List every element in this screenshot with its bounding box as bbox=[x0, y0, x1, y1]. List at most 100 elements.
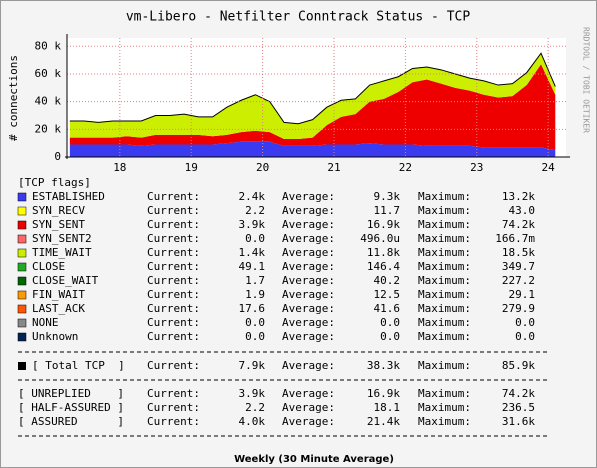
stat-value: 11.7 bbox=[374, 204, 401, 217]
stat-value: 21.4k bbox=[367, 415, 400, 428]
legend-name: [ ASSURED ] bbox=[18, 415, 124, 428]
stat-value: 18.1 bbox=[374, 401, 401, 414]
stat-value: 236.5 bbox=[502, 401, 535, 414]
stat-label: Maximum: bbox=[418, 190, 471, 203]
stat-value: 2.2 bbox=[245, 401, 265, 414]
stat-value: 0.0 bbox=[245, 330, 265, 343]
legend-name: SYN_RECV bbox=[32, 204, 85, 217]
stat-label: Current: bbox=[147, 359, 200, 372]
stat-label: Average: bbox=[282, 232, 335, 245]
stat-label: Average: bbox=[282, 302, 335, 315]
stat-label: Current: bbox=[147, 246, 200, 259]
stat-value: 11.8k bbox=[367, 246, 400, 259]
stat-label: Average: bbox=[282, 204, 335, 217]
stat-label: Current: bbox=[147, 401, 200, 414]
stat-value: 13.2k bbox=[502, 190, 535, 203]
legend-name: SYN_SENT bbox=[32, 218, 85, 231]
stat-label: Current: bbox=[147, 330, 200, 343]
y-tick-label: 0 bbox=[54, 150, 61, 163]
stat-value: 17.6 bbox=[239, 302, 266, 315]
x-tick-label: 18 bbox=[113, 161, 126, 174]
area bbox=[69, 141, 556, 157]
x-tick-label: 21 bbox=[327, 161, 340, 174]
stat-value: 12.5 bbox=[374, 288, 401, 301]
y-tick-label: 20 k bbox=[35, 122, 62, 135]
stat-label: Average: bbox=[282, 359, 335, 372]
stat-value: 1.7 bbox=[245, 274, 265, 287]
watermark: RRDTOOL / TOBI OETIKER bbox=[582, 27, 591, 133]
legend-name: TIME_WAIT bbox=[32, 246, 92, 259]
x-tick-label: 23 bbox=[470, 161, 483, 174]
legend-swatch bbox=[17, 192, 27, 202]
stat-label: Average: bbox=[282, 260, 335, 273]
stat-value: 9.3k bbox=[374, 190, 401, 203]
legend-name: LAST_ACK bbox=[32, 302, 85, 315]
stat-value: 7.9k bbox=[239, 359, 266, 372]
legend-name: [ UNREPLIED ] bbox=[18, 387, 124, 400]
legend-header: [TCP flags] bbox=[18, 176, 91, 189]
stat-label: Current: bbox=[147, 232, 200, 245]
legend-swatch bbox=[17, 220, 27, 230]
legend-swatch bbox=[17, 318, 27, 328]
stat-label: Average: bbox=[282, 415, 335, 428]
stat-value: 146.4 bbox=[367, 260, 400, 273]
stat-label: Maximum: bbox=[418, 246, 471, 259]
stat-label: Average: bbox=[282, 316, 335, 329]
stat-value: 1.9 bbox=[245, 288, 265, 301]
stat-value: 18.5k bbox=[502, 246, 535, 259]
stat-value: 0.0 bbox=[515, 330, 535, 343]
legend-swatch bbox=[17, 332, 27, 342]
stat-label: Average: bbox=[282, 330, 335, 343]
stat-label: Current: bbox=[147, 288, 200, 301]
legend-swatch bbox=[17, 262, 27, 272]
x-tick-label: 24 bbox=[542, 161, 556, 174]
stat-label: Maximum: bbox=[418, 288, 471, 301]
stat-value: 0.0 bbox=[380, 316, 400, 329]
stat-value: 2.2 bbox=[245, 204, 265, 217]
stat-value: 2.4k bbox=[239, 190, 266, 203]
stat-label: Maximum: bbox=[418, 359, 471, 372]
legend-name: Unknown bbox=[32, 330, 78, 343]
stat-label: Maximum: bbox=[418, 316, 471, 329]
chart-title: vm-Libero - Netfilter Conntrack Status -… bbox=[126, 10, 471, 25]
stat-value: 43.0 bbox=[509, 204, 536, 217]
stat-value: 85.9k bbox=[502, 359, 535, 372]
stat-value: 3.9k bbox=[239, 218, 266, 231]
stat-value: 0.0 bbox=[515, 316, 535, 329]
stat-label: Maximum: bbox=[418, 232, 471, 245]
stat-value: 40.2 bbox=[374, 274, 401, 287]
x-tick-label: 20 bbox=[256, 161, 269, 174]
legend-name: SYN_SENT2 bbox=[32, 232, 92, 245]
legend-swatch bbox=[17, 234, 27, 244]
stat-value: 0.0 bbox=[380, 330, 400, 343]
stat-value: 0.0 bbox=[245, 316, 265, 329]
y-tick-label: 60 k bbox=[35, 67, 62, 80]
stat-label: Maximum: bbox=[418, 387, 471, 400]
legend-swatch bbox=[18, 362, 26, 370]
stat-label: Average: bbox=[282, 401, 335, 414]
stat-label: Current: bbox=[147, 260, 200, 273]
legend-name: [ Total TCP ] bbox=[32, 359, 125, 372]
legend-swatch bbox=[17, 276, 27, 286]
stat-label: Current: bbox=[147, 387, 200, 400]
stat-label: Average: bbox=[282, 288, 335, 301]
stat-label: Maximum: bbox=[418, 401, 471, 414]
stat-label: Average: bbox=[282, 387, 335, 400]
y-tick-label: 80 k bbox=[35, 39, 62, 52]
stat-value: 3.9k bbox=[239, 387, 266, 400]
stat-label: Maximum: bbox=[418, 302, 471, 315]
stat-label: Current: bbox=[147, 274, 200, 287]
stat-label: Average: bbox=[282, 190, 335, 203]
stat-value: 16.9k bbox=[367, 218, 400, 231]
stat-label: Maximum: bbox=[418, 415, 471, 428]
stat-value: 74.2k bbox=[502, 218, 535, 231]
legend-name: NONE bbox=[32, 316, 59, 329]
stat-label: Average: bbox=[282, 274, 335, 287]
stat-label: Current: bbox=[147, 415, 200, 428]
stat-label: Maximum: bbox=[418, 260, 471, 273]
stat-value: 4.0k bbox=[239, 415, 266, 428]
stat-value: 16.9k bbox=[367, 387, 400, 400]
total-outline bbox=[69, 52, 556, 125]
stat-value: 166.7m bbox=[495, 232, 535, 245]
